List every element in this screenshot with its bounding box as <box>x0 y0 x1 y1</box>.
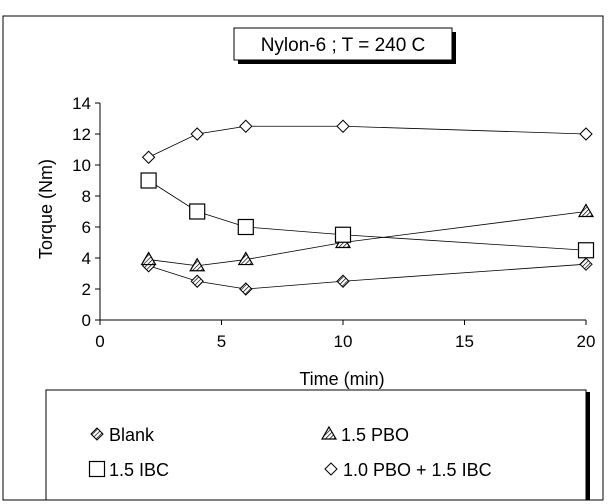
y-tick-label: 14 <box>72 94 91 113</box>
data-point <box>237 218 254 236</box>
data-point <box>190 127 204 141</box>
y-tick-label: 6 <box>82 218 91 237</box>
legend-label: Blank <box>109 425 155 445</box>
data-point <box>577 203 595 218</box>
data-point <box>239 119 253 133</box>
legend-label: 1.5 PBO <box>341 425 409 445</box>
y-tick-label: 8 <box>82 187 91 206</box>
data-point <box>189 257 206 272</box>
data-point <box>140 172 157 189</box>
data-point <box>577 242 595 259</box>
legend-label: 1.5 IBC <box>109 460 169 480</box>
data-point <box>336 274 350 288</box>
data-point <box>141 150 156 164</box>
legend-label: 1.0 PBO + 1.5 IBC <box>343 460 492 480</box>
legend-marker <box>88 460 106 478</box>
data-point <box>579 257 593 271</box>
series-lines <box>148 125 587 290</box>
data-point <box>190 274 204 288</box>
legend-box <box>45 389 587 501</box>
legend-marker <box>320 425 338 440</box>
series-line <box>148 211 587 267</box>
legend-marker <box>90 427 104 441</box>
data-point <box>237 251 254 266</box>
x-tick-label: 15 <box>455 332 474 351</box>
x-tick-label: 10 <box>334 332 353 351</box>
x-axis-title: Time (min) <box>299 369 384 389</box>
x-tick-label: 5 <box>217 332 226 351</box>
series-line <box>148 263 587 290</box>
legend-marker <box>324 462 338 476</box>
y-tick-label: 12 <box>72 125 91 144</box>
y-tick-label: 2 <box>82 280 91 299</box>
y-axis-title: Torque (Nm) <box>36 159 56 259</box>
data-point <box>579 127 593 141</box>
y-tick-label: 10 <box>72 156 91 175</box>
chart-title: Nylon-6 ; T = 240 C <box>261 35 426 56</box>
series-line <box>148 125 587 158</box>
data-point <box>336 119 350 133</box>
data-point <box>239 282 253 296</box>
data-point <box>334 226 352 243</box>
y-tick-label: 4 <box>82 249 91 268</box>
y-tick-label: 0 <box>82 311 91 330</box>
data-point <box>140 251 157 266</box>
series-markers <box>140 119 595 296</box>
legend: Blank 1.5 PBO 1.5 IBC 1.0 PBO + 1.5 IBC <box>88 425 492 480</box>
x-tick-label: 20 <box>577 332 596 351</box>
axes: 0 2 4 6 8 10 12 14 0 5 10 15 20 <box>72 94 595 351</box>
data-point <box>189 203 206 220</box>
title-box <box>233 27 453 61</box>
x-tick-label: 0 <box>95 332 104 351</box>
